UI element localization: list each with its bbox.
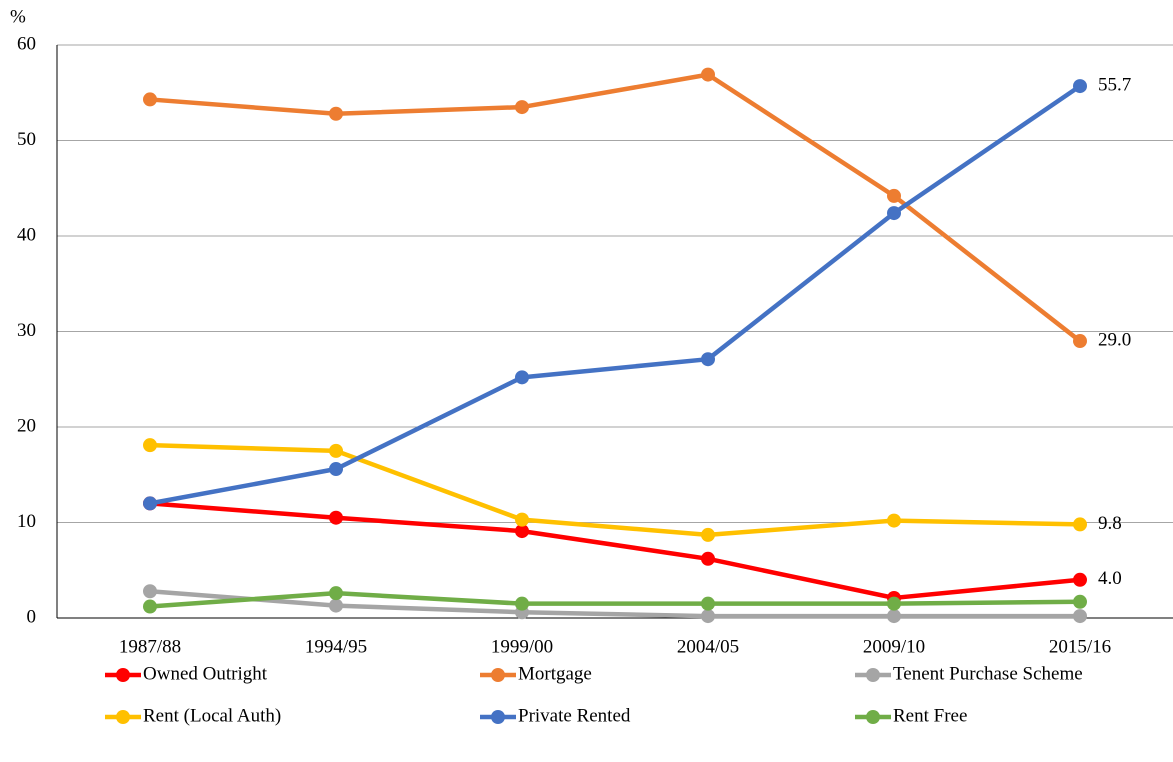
point [887,609,901,624]
y-tick-label: 30 [17,320,36,341]
x-tick-label: 1999/00 [491,636,553,657]
point [329,586,343,601]
y-tick-label: 50 [17,129,36,150]
point [701,352,715,367]
point [1073,517,1087,532]
point [1073,594,1087,609]
legend-label: Rent (Local Auth) [143,705,281,726]
x-tick-label: 1994/95 [305,636,367,657]
legend-label: Mortgage [518,663,592,684]
point [329,106,343,121]
point [887,513,901,528]
point [1073,572,1087,587]
legend-marker [866,668,880,682]
point [143,438,157,453]
y-tick-label: 20 [17,415,36,436]
point [329,598,343,613]
point [1073,609,1087,624]
y-tick-label: 60 [17,33,36,54]
point [329,510,343,525]
point [887,188,901,203]
point [701,527,715,542]
series-line [149,72,1082,343]
series-line [149,589,1080,619]
series-line [149,501,1081,601]
legend-marker [491,668,505,682]
point [515,100,529,115]
point [515,524,529,539]
legend-marker [866,710,880,724]
x-tick-label: 1987/88 [119,636,181,657]
point [701,67,715,82]
point [515,512,529,527]
data-label: 9.8 [1098,513,1122,534]
legend-marker [116,668,130,682]
point [143,496,157,511]
legend-marker [116,710,130,724]
point [515,596,529,611]
data-label: 4.0 [1098,568,1122,589]
point [329,462,343,477]
data-label: 29.0 [1098,329,1131,350]
point [1073,79,1087,94]
y-tick-label: 10 [17,511,36,532]
legend-label: Tenent Purchase Scheme [893,663,1083,684]
x-tick-label: 2004/05 [677,636,739,657]
series-line [149,84,1082,506]
y-tick-label: 40 [17,224,36,245]
series-line [149,590,1081,609]
point [887,596,901,611]
x-tick-label: 2009/10 [863,636,925,657]
legend-label: Owned Outright [143,663,268,684]
point [143,599,157,614]
point [701,609,715,624]
point [143,584,157,599]
point [701,596,715,611]
y-tick-label: 0 [27,606,37,627]
series-line [149,442,1081,538]
point [515,370,529,385]
point [143,92,157,107]
point [887,206,901,221]
legend-label: Rent Free [893,705,967,726]
legend-label: Private Rented [518,705,631,726]
data-label: 55.7 [1098,74,1131,95]
legend-marker [491,710,505,724]
point [701,551,715,566]
y-axis-label: % [10,6,26,27]
x-tick-label: 2015/16 [1049,636,1111,657]
point [329,443,343,458]
point [1073,334,1087,349]
